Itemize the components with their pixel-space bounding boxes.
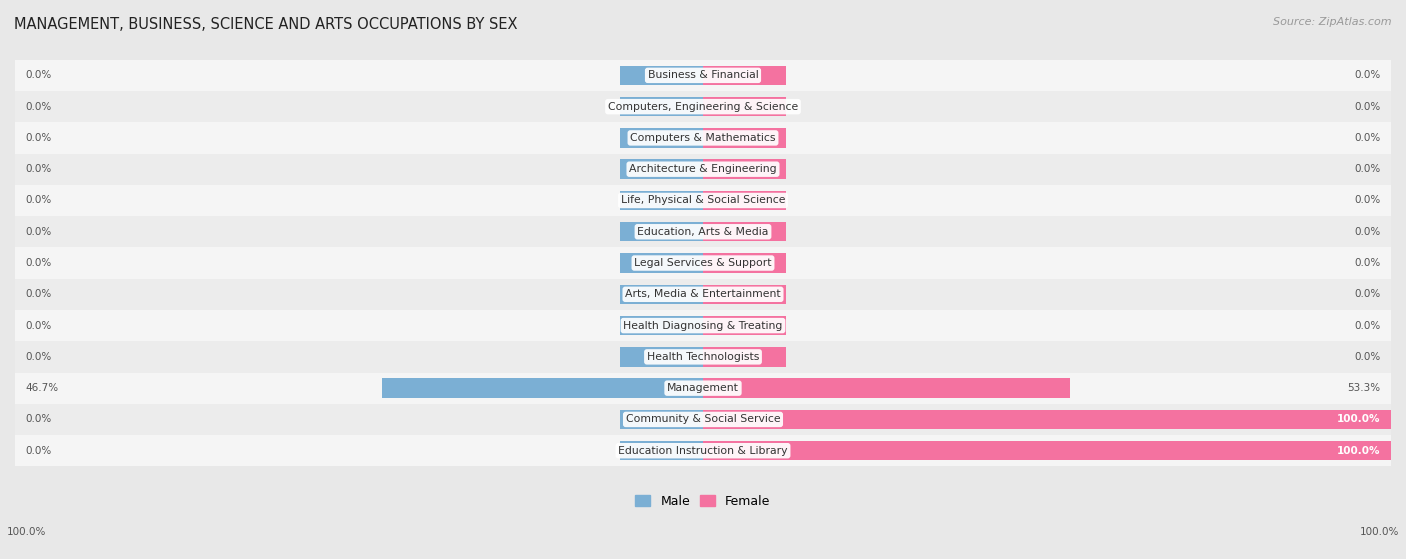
Text: 100.0%: 100.0% <box>1360 527 1399 537</box>
Text: Architecture & Engineering: Architecture & Engineering <box>630 164 776 174</box>
Text: 0.0%: 0.0% <box>1354 352 1381 362</box>
Text: 46.7%: 46.7% <box>25 383 59 393</box>
Bar <box>703 441 1391 461</box>
Text: 0.0%: 0.0% <box>1354 102 1381 112</box>
FancyBboxPatch shape <box>15 60 1391 91</box>
Bar <box>620 65 703 85</box>
FancyBboxPatch shape <box>15 310 1391 341</box>
FancyBboxPatch shape <box>15 341 1391 372</box>
Bar <box>620 191 703 210</box>
FancyBboxPatch shape <box>15 404 1391 435</box>
Bar <box>620 97 703 116</box>
Text: 0.0%: 0.0% <box>25 258 52 268</box>
FancyBboxPatch shape <box>15 248 1391 279</box>
Bar <box>703 65 786 85</box>
Text: Community & Social Service: Community & Social Service <box>626 414 780 424</box>
Bar <box>620 159 703 179</box>
Text: Education, Arts & Media: Education, Arts & Media <box>637 227 769 237</box>
Text: Management: Management <box>666 383 740 393</box>
Text: 0.0%: 0.0% <box>25 164 52 174</box>
Text: Health Diagnosing & Treating: Health Diagnosing & Treating <box>623 321 783 330</box>
Text: 0.0%: 0.0% <box>25 133 52 143</box>
Bar <box>703 378 1070 398</box>
Bar <box>703 316 786 335</box>
Text: 0.0%: 0.0% <box>25 70 52 80</box>
Text: 0.0%: 0.0% <box>25 102 52 112</box>
Text: 0.0%: 0.0% <box>1354 70 1381 80</box>
Text: Source: ZipAtlas.com: Source: ZipAtlas.com <box>1274 17 1392 27</box>
Text: Education Instruction & Library: Education Instruction & Library <box>619 446 787 456</box>
Bar <box>620 347 703 367</box>
Bar <box>620 285 703 304</box>
Text: 0.0%: 0.0% <box>25 446 52 456</box>
Text: 0.0%: 0.0% <box>25 227 52 237</box>
Text: 100.0%: 100.0% <box>7 527 46 537</box>
Bar <box>703 222 786 241</box>
FancyBboxPatch shape <box>15 279 1391 310</box>
Bar <box>381 378 703 398</box>
Text: 0.0%: 0.0% <box>25 290 52 299</box>
Text: Life, Physical & Social Science: Life, Physical & Social Science <box>621 196 785 206</box>
Text: Computers & Mathematics: Computers & Mathematics <box>630 133 776 143</box>
FancyBboxPatch shape <box>15 216 1391 248</box>
Text: Arts, Media & Entertainment: Arts, Media & Entertainment <box>626 290 780 299</box>
Text: 0.0%: 0.0% <box>25 196 52 206</box>
Text: Business & Financial: Business & Financial <box>648 70 758 80</box>
Text: 0.0%: 0.0% <box>1354 290 1381 299</box>
Text: Legal Services & Support: Legal Services & Support <box>634 258 772 268</box>
Bar <box>620 222 703 241</box>
Bar <box>620 410 703 429</box>
FancyBboxPatch shape <box>15 154 1391 185</box>
Text: 0.0%: 0.0% <box>1354 227 1381 237</box>
Bar <box>620 316 703 335</box>
Text: 0.0%: 0.0% <box>1354 196 1381 206</box>
Bar <box>703 191 786 210</box>
Bar <box>703 347 786 367</box>
Text: 0.0%: 0.0% <box>1354 258 1381 268</box>
FancyBboxPatch shape <box>15 122 1391 154</box>
Bar <box>703 410 1391 429</box>
Bar <box>620 253 703 273</box>
Text: 0.0%: 0.0% <box>25 321 52 330</box>
Bar <box>703 128 786 148</box>
Text: 0.0%: 0.0% <box>1354 133 1381 143</box>
Text: 0.0%: 0.0% <box>25 414 52 424</box>
Bar <box>703 159 786 179</box>
Text: Health Technologists: Health Technologists <box>647 352 759 362</box>
Bar <box>620 128 703 148</box>
Text: 0.0%: 0.0% <box>25 352 52 362</box>
Bar <box>703 97 786 116</box>
Text: 0.0%: 0.0% <box>1354 321 1381 330</box>
Text: 0.0%: 0.0% <box>1354 164 1381 174</box>
FancyBboxPatch shape <box>15 91 1391 122</box>
Text: MANAGEMENT, BUSINESS, SCIENCE AND ARTS OCCUPATIONS BY SEX: MANAGEMENT, BUSINESS, SCIENCE AND ARTS O… <box>14 17 517 32</box>
FancyBboxPatch shape <box>15 372 1391 404</box>
FancyBboxPatch shape <box>15 185 1391 216</box>
Bar <box>703 253 786 273</box>
Bar <box>703 285 786 304</box>
Text: 100.0%: 100.0% <box>1337 446 1381 456</box>
Text: 53.3%: 53.3% <box>1347 383 1381 393</box>
Text: Computers, Engineering & Science: Computers, Engineering & Science <box>607 102 799 112</box>
Legend: Male, Female: Male, Female <box>630 490 776 513</box>
Text: 100.0%: 100.0% <box>1337 414 1381 424</box>
FancyBboxPatch shape <box>15 435 1391 466</box>
Bar <box>620 441 703 461</box>
